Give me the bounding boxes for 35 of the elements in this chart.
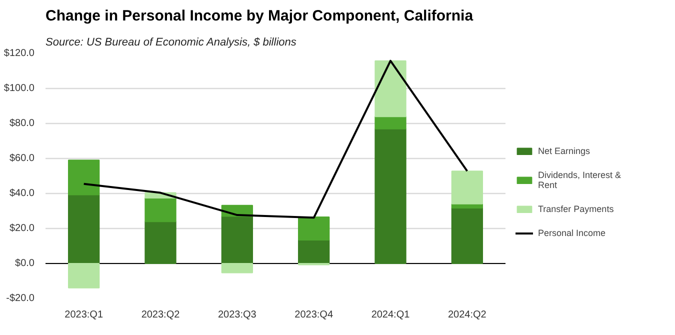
bar	[68, 160, 100, 196]
bar	[451, 208, 483, 264]
bar	[374, 60, 406, 118]
bar	[221, 263, 253, 274]
x-tick-label: 2024:Q1	[371, 310, 410, 320]
bar	[144, 198, 176, 222]
bar	[221, 216, 253, 264]
chart-title: Change in Personal Income by Major Component, California	[46, 8, 474, 24]
legend-label: Personal Income	[538, 228, 606, 238]
bar	[144, 221, 176, 264]
x-tick-label: 2023:Q4	[294, 310, 334, 320]
bar	[451, 170, 483, 204]
legend-label: Net Earnings	[538, 146, 590, 156]
y-tick-label: $0.0	[15, 258, 35, 269]
bar	[374, 116, 406, 130]
y-tick-label: $80.0	[9, 118, 35, 129]
legend-label: Dividends, Interest & Rent	[538, 170, 622, 190]
line-series	[82, 60, 468, 219]
x-tick-label: 2023:Q2	[141, 310, 180, 320]
bar	[68, 194, 100, 264]
chart-subtitle: Source: US Bureau of Economic Analysis, $ billions	[46, 36, 297, 48]
y-tick-label: $20.0	[9, 223, 35, 234]
y-tick-label: $40.0	[9, 188, 35, 199]
y-tick-label: $100.0	[4, 83, 35, 94]
y-tick-label: $60.0	[9, 153, 35, 164]
bar	[298, 216, 330, 241]
x-tick-label: 2023:Q3	[218, 310, 257, 320]
x-tick-label: 2023:Q1	[64, 310, 104, 320]
y-tick-label: $120.0	[4, 48, 35, 59]
legend-label: Transfer Payments	[538, 204, 614, 214]
x-tick-label: 2024:Q2	[448, 310, 487, 320]
bar	[68, 263, 100, 288]
bar	[374, 128, 406, 264]
y-tick-label: -$20.0	[6, 293, 35, 304]
bar	[298, 240, 330, 264]
